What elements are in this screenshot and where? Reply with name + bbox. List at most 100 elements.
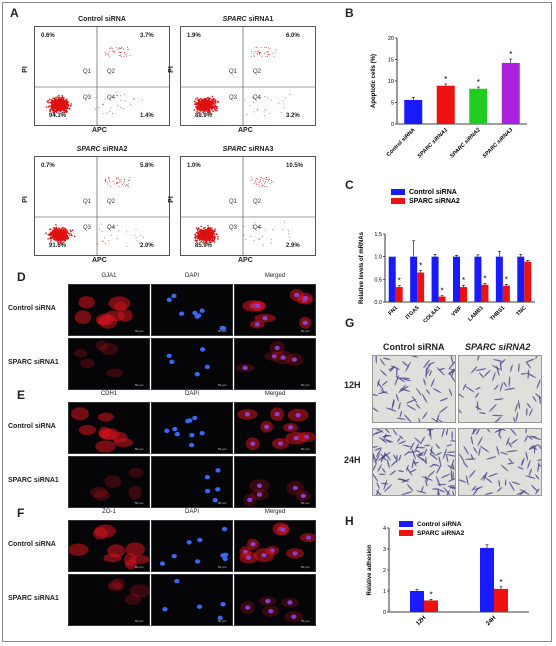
- quadrant-label: Q1: [229, 199, 238, 205]
- flow-x-label: APC: [92, 257, 107, 264]
- if-col-head-marker: GJA1: [101, 273, 117, 279]
- if-row-label: SPARC siRNA1: [8, 359, 59, 366]
- bar: [469, 88, 488, 124]
- if-image: 50 µm: [234, 574, 316, 626]
- if-col-head-dapi: DAPI: [184, 391, 199, 397]
- y-tick-label: 2: [383, 568, 386, 574]
- if-image: 50 µm: [151, 284, 233, 336]
- scale-bar-label: 50 µm: [135, 329, 144, 333]
- bar: [495, 256, 503, 302]
- quadrant-label: Q2: [107, 69, 116, 75]
- scale-bar-label: 50 µm: [301, 619, 310, 623]
- if-image: 50 µm: [234, 456, 316, 508]
- quadrant-label: Q3: [229, 225, 238, 231]
- legend-label: SPARC siRNA2: [409, 198, 460, 205]
- q2-percent: 6.0%: [286, 33, 300, 39]
- flow-scatter: 0.7% 5.8% 2.0% 91.6% Q1 Q2 Q3 Q4: [35, 157, 169, 255]
- q1-percent: 0.7%: [41, 163, 55, 169]
- scale-bar-label: 50 µm: [301, 383, 310, 387]
- y-tick-label: 10: [388, 79, 394, 85]
- panel-label-e: E: [17, 388, 26, 402]
- if-image: 50 µm: [151, 338, 233, 390]
- legend-swatch: [391, 198, 405, 204]
- q3-percent: 88.9%: [195, 113, 213, 119]
- x-tick-label: SPARC siRNA2: [449, 127, 481, 159]
- y-tick-label: 0.5: [374, 277, 382, 283]
- legend-label: SPARC siRNA2: [417, 530, 465, 537]
- y-tick-label: 15: [388, 58, 394, 64]
- panel-label-b: B: [345, 6, 354, 20]
- quadrant-label: Q1: [83, 69, 92, 75]
- quadrant-label: Q3: [83, 225, 92, 231]
- q2-percent: 5.8%: [140, 163, 154, 169]
- flow-y-label: PI: [21, 196, 29, 203]
- scale-bar-label: 50 µm: [301, 329, 310, 333]
- chart-apoptosis: 0 5 10 15 20 Apoptotic cells (%) Control siRNA…: [371, 36, 527, 160]
- scale-bar-label: 50 µm: [301, 501, 310, 505]
- scale-bar-label: 50 µm: [135, 619, 144, 623]
- flow-panel-title: SPARC siRNA2: [76, 146, 128, 153]
- migration-row-12h: 12H: [344, 380, 361, 390]
- bar: [494, 588, 508, 612]
- q4-percent: 2.0%: [140, 243, 154, 249]
- bar: [410, 591, 424, 612]
- significance-marker: *: [444, 75, 447, 84]
- if-image: 50 µm: [151, 520, 233, 572]
- q4-percent: 3.2%: [286, 113, 300, 119]
- scale-bar-label: 50 µm: [135, 565, 144, 569]
- if-image: 50 µm: [68, 402, 150, 454]
- if-image: 50 µm: [68, 574, 151, 626]
- scale-bar-label: 50 µm: [135, 447, 144, 451]
- q4-percent: 2.9%: [286, 243, 300, 249]
- bar: [431, 256, 439, 302]
- panel-label-c: C: [345, 178, 354, 192]
- q2-percent: 3.7%: [140, 33, 154, 39]
- quadrant-label: Q4: [107, 225, 116, 231]
- bar: [395, 287, 403, 302]
- x-tick-label: FN1: [388, 305, 400, 317]
- significance-marker: *: [505, 275, 508, 284]
- panel-label-h: H: [345, 514, 354, 528]
- q1-percent: 0.6%: [41, 33, 55, 39]
- bar: [417, 272, 425, 302]
- q2-percent: 10.5%: [286, 163, 304, 169]
- y-tick-label: 20: [388, 36, 394, 42]
- flow-plot: 0.6% 3.7% 1.4% 94.3% Q1 Q2 Q3 Q4: [34, 26, 170, 126]
- if-image: 50 µm: [234, 338, 316, 390]
- bar: [502, 285, 510, 302]
- if-image: 50 µm: [151, 574, 233, 626]
- scale-bar-label: 50 µm: [218, 619, 227, 623]
- x-tick-label: 24H: [485, 615, 497, 627]
- q3-percent: 91.6%: [49, 243, 67, 249]
- if-image: 50 µm: [68, 284, 150, 336]
- scale-bar-label: 50 µm: [218, 447, 227, 451]
- scale-bar-label: 50 µm: [218, 501, 227, 505]
- if-image: 50 µm: [151, 402, 233, 454]
- significance-marker: *: [477, 78, 480, 87]
- x-tick-label: ITGA5: [405, 305, 421, 321]
- panel-label-d: D: [17, 270, 26, 284]
- if-row-label: SPARC siRNA1: [8, 477, 59, 484]
- if-image: 50 µm: [151, 456, 233, 508]
- y-tick-label: 5: [391, 101, 394, 107]
- quadrant-label: Q2: [253, 199, 262, 205]
- if-row-label: Control siRNA: [8, 305, 56, 312]
- y-tick-label: 0: [391, 122, 394, 128]
- quadrant-label: Q1: [83, 199, 92, 205]
- bar: [404, 99, 423, 124]
- bar: [481, 284, 489, 302]
- y-axis-label: Relative adhesion: [367, 544, 373, 595]
- if-image: 50 µm: [68, 338, 150, 390]
- panel-label-g: G: [345, 316, 355, 330]
- bar: [410, 256, 418, 302]
- y-tick-label: 4: [383, 526, 386, 532]
- migration-image: [371, 352, 461, 427]
- flow-plot: 0.7% 5.8% 2.0% 91.6% Q1 Q2 Q3 Q4: [34, 156, 170, 256]
- quadrant-label: Q2: [107, 199, 116, 205]
- significance-marker: *: [398, 277, 401, 286]
- bar: [501, 62, 520, 124]
- migration-col-head-sparc: SPARC siRNA2: [465, 342, 531, 352]
- x-tick-label: VWF: [451, 305, 464, 318]
- migration-row-24h: 24H: [344, 455, 361, 465]
